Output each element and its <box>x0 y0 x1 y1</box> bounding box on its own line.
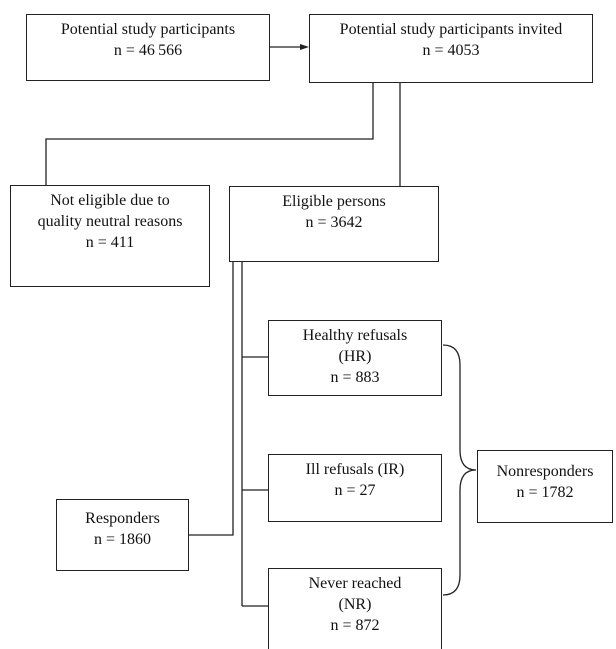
box-line: n = 4053 <box>422 42 480 59</box>
box-line: Not eligible due to <box>50 192 170 209</box>
box-line: Potential study participants <box>60 21 236 38</box>
connector-invited-to-not-eligible <box>45 83 374 185</box>
box-line: Eligible persons <box>282 193 386 210</box>
box-line: Responders <box>85 510 160 527</box>
box-line: n = 1782 <box>516 484 574 501</box>
box-line: Never reached <box>308 575 402 592</box>
box-invited: Potential study participants invited n =… <box>309 14 593 83</box>
box-line: n = 3642 <box>305 214 363 231</box>
box-line: n = 27 <box>334 482 376 499</box>
connector-eligible-to-responders <box>188 262 234 536</box>
box-never-reached: Never reached (NR) n = 872 <box>268 568 442 649</box>
box-ill-refusals: Ill refusals (IR) n = 27 <box>268 454 442 522</box>
box-line: Nonresponders <box>496 463 594 480</box>
box-line: (NR) <box>338 596 372 613</box>
box-line: Potential study participants invited <box>339 21 563 38</box>
nonresponder-brace <box>442 344 477 596</box>
box-line: n = 1860 <box>93 531 152 548</box>
box-line: Healthy refusals <box>302 327 408 344</box>
box-nonresponders: Nonresponders n = 1782 <box>477 450 613 523</box>
box-eligible-persons: Eligible persons n = 3642 <box>229 186 439 262</box>
box-healthy-refusals: Healthy refusals (HR) n = 883 <box>268 320 442 396</box>
box-line: (HR) <box>338 348 372 365</box>
box-line: quality neutral reasons <box>37 213 183 230</box>
box-not-eligible: Not eligible due to quality neutral reas… <box>10 185 210 287</box>
box-responders: Responders n = 1860 <box>56 499 189 571</box>
arrowhead-invited <box>300 44 309 50</box>
box-line: n = 883 <box>330 369 380 386</box>
box-line: n = 46 566 <box>113 42 183 59</box>
box-line: n = 872 <box>330 617 380 634</box>
box-potential-participants: Potential study participants n = 46 566 <box>26 14 270 81</box>
box-line: n = 411 <box>85 234 135 251</box>
box-line: Ill refusals (IR) <box>305 461 405 478</box>
